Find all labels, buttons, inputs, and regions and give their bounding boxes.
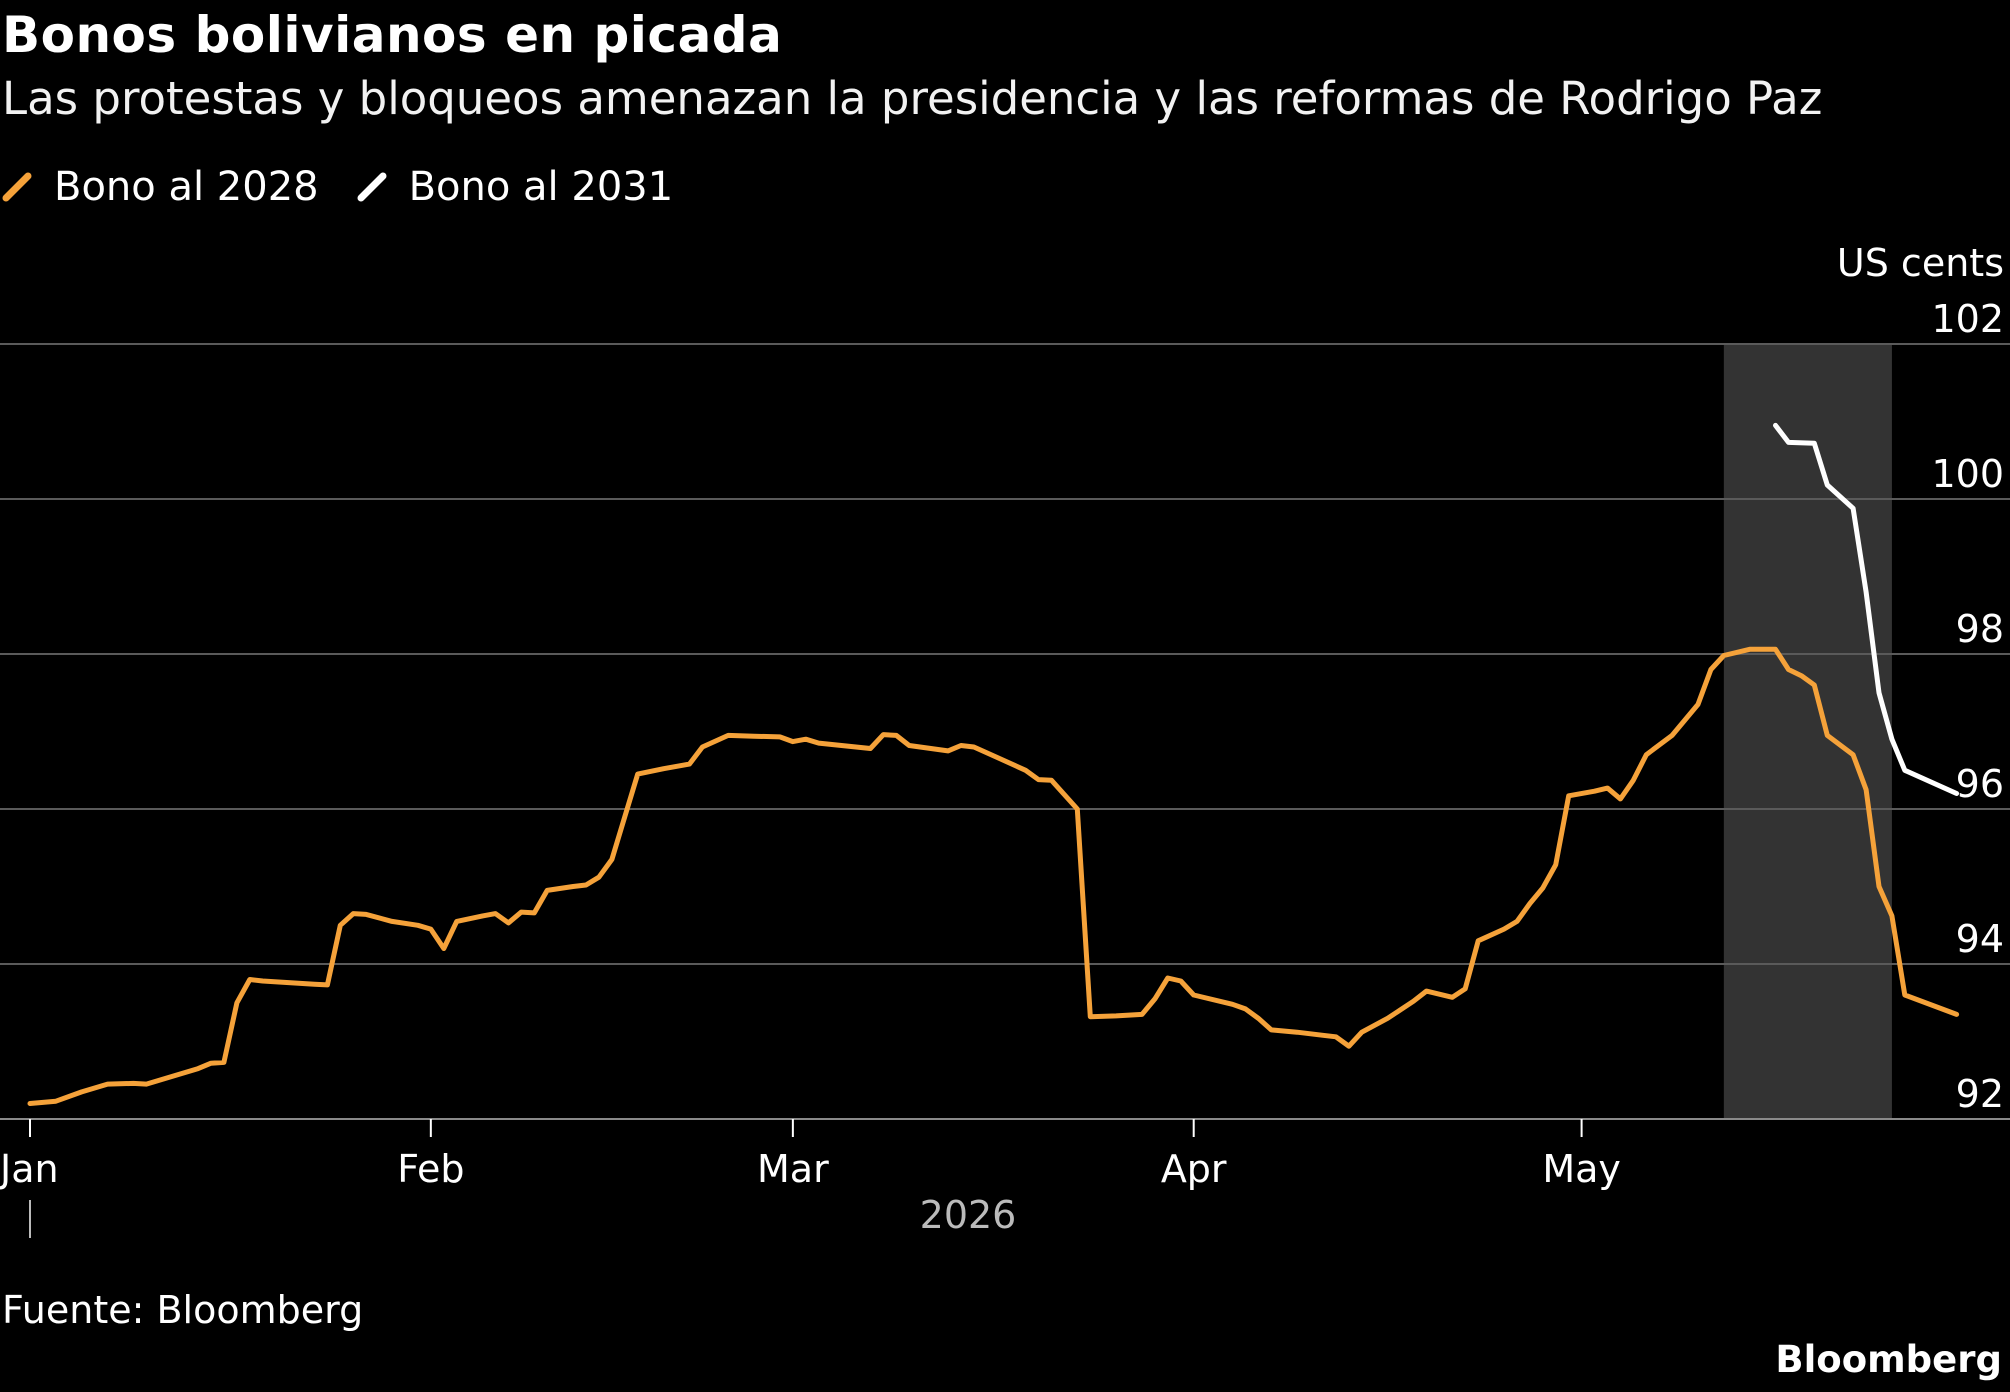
y-axis-label: US cents	[1837, 241, 2004, 285]
legend-swatch-2028	[2, 172, 32, 202]
x-tick-label-may: May	[1542, 1147, 1621, 1191]
series-line-bono-2028	[27, 646, 1960, 1106]
y-tick-label-92: 92	[1956, 1072, 2004, 1116]
y-tick-label-102: 102	[1931, 297, 2004, 341]
chart-subtitle: Las protestas y bloqueos amenazan la pre…	[2, 72, 1823, 125]
legend: Bono al 2028 Bono al 2031	[2, 162, 711, 212]
y-tick-label-96: 96	[1956, 762, 2004, 806]
chart-title: Bonos bolivianos en picada	[2, 6, 783, 64]
x-tick-label-jan: Jan	[0, 1147, 59, 1191]
source-note: Fuente: Bloomberg	[2, 1288, 364, 1332]
y-tick-label-94: 94	[1956, 917, 2004, 961]
legend-label-2028: Bono al 2028	[54, 164, 319, 210]
legend-item-bono-2031: Bono al 2031	[357, 164, 674, 210]
x-year-label: 2026	[920, 1193, 1017, 1237]
legend-swatch-2031	[357, 172, 387, 202]
shaded-region	[1723, 344, 1892, 1119]
legend-item-bono-2028: Bono al 2028	[2, 164, 319, 210]
x-tick-label-apr: Apr	[1161, 1147, 1227, 1191]
series-line-bono-2031	[1773, 422, 1960, 796]
bloomberg-logo: Bloomberg	[1775, 1338, 2002, 1381]
y-tick-label-98: 98	[1956, 607, 2004, 651]
y-tick-label-100: 100	[1931, 452, 2004, 496]
x-tick-label-mar: Mar	[757, 1147, 829, 1191]
x-tick-label-feb: Feb	[397, 1147, 464, 1191]
legend-label-2031: Bono al 2031	[408, 164, 674, 210]
